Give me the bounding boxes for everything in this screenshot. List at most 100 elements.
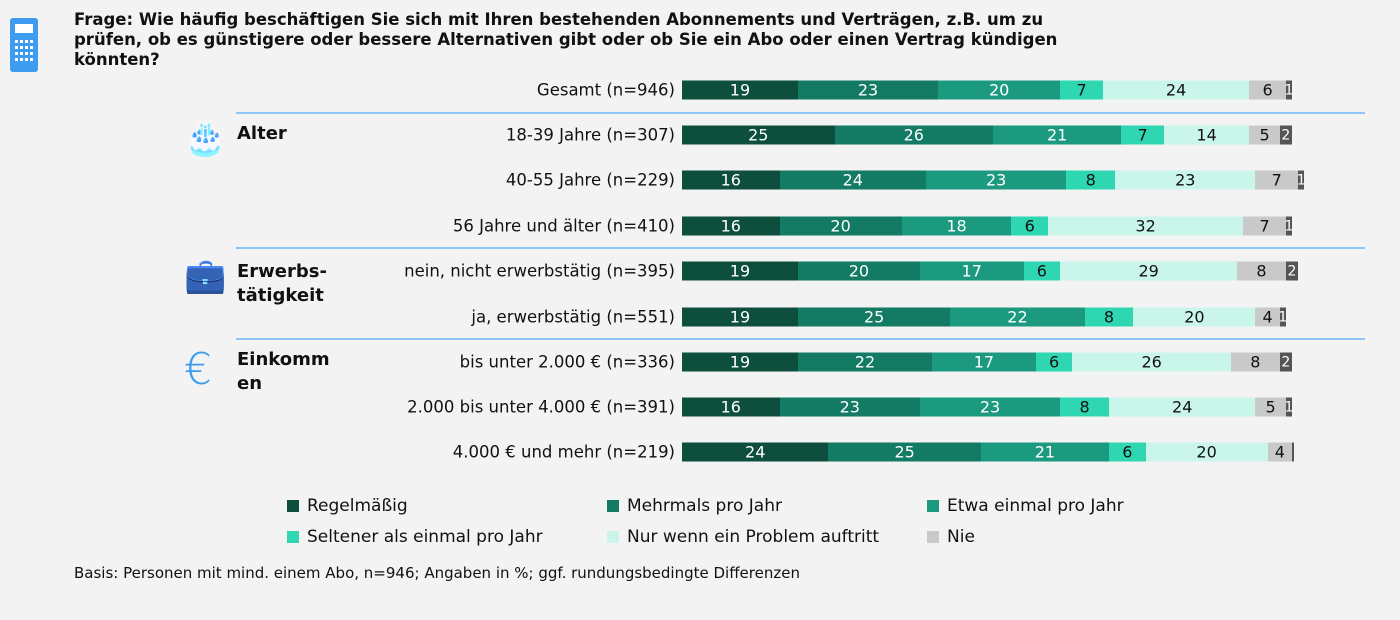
category-label: 2.000 bis unter 4.000 € (n=391): [407, 397, 675, 417]
group-divider: [236, 338, 1365, 340]
bar-segment: 21: [980, 442, 1109, 462]
bar-segment: 7: [1121, 125, 1164, 145]
bar-segment: 25: [797, 307, 951, 327]
legend-label: Seltener als einmal pro Jahr: [307, 527, 543, 547]
legend-swatch: [607, 500, 619, 512]
group-label: Alter: [237, 123, 287, 144]
category-label: Gesamt (n=946): [536, 80, 675, 100]
group-divider: [236, 247, 1365, 249]
bar-segment: 4: [1267, 442, 1292, 462]
bar-segment: 14: [1163, 125, 1250, 145]
bar-segment: 23: [926, 170, 1067, 190]
bar-segment: 26: [1072, 352, 1231, 372]
category-label: 4.000 € und mehr (n=219): [452, 442, 675, 462]
bar-segment: 8: [1084, 307, 1134, 327]
legend-item: Seltener als einmal pro Jahr: [287, 527, 543, 547]
bar-segment: 5: [1249, 125, 1280, 145]
bar-segment: 23: [797, 80, 939, 100]
bar-segment: 25: [682, 125, 835, 145]
bar-segment: 23: [1115, 170, 1256, 190]
bar-segment: 1: [1284, 397, 1294, 417]
legend-swatch: [607, 531, 619, 543]
bar-segment: 8: [1237, 261, 1286, 281]
bar-segment: 6: [1249, 80, 1286, 100]
bar-segment: 6: [1023, 261, 1061, 281]
bar-segment: 29: [1060, 261, 1238, 281]
bar-segment: 24: [1102, 80, 1250, 100]
bar-segment: 19: [682, 261, 798, 281]
group-label: Einkomm en: [237, 349, 330, 394]
bar-segment: 22: [950, 307, 1085, 327]
category-label: 18-39 Jahre (n=307): [505, 125, 675, 145]
bar-segment: 8: [1231, 352, 1280, 372]
bar-segment: 16: [682, 216, 780, 236]
legend-label: Regelmäßig: [307, 496, 408, 516]
bar-segment: 20: [779, 216, 902, 236]
bar-segment: 1: [1278, 307, 1288, 327]
bar-segment: 25: [828, 442, 981, 462]
legend-item: Nie: [927, 527, 975, 547]
bar-segment: 23: [919, 397, 1061, 417]
legend-item: Mehrmals pro Jahr: [607, 496, 782, 516]
bar-segment: 16: [682, 397, 780, 417]
bar-segment: 8: [1066, 170, 1116, 190]
bar-segment: 7: [1060, 80, 1103, 100]
legend-swatch: [287, 531, 299, 543]
legend-label: Nur wenn ein Problem auftritt: [627, 527, 880, 547]
footnote: Basis: Personen mit mind. einem Abo, n=9…: [74, 564, 800, 582]
category-label: 40-55 Jahre (n=229): [505, 170, 675, 190]
bar-segment: 26: [834, 125, 994, 145]
bar-segment: 5: [1255, 397, 1286, 417]
bar-segment: 20: [938, 80, 1061, 100]
bar-segment: 19: [682, 352, 798, 372]
legend-label: Mehrmals pro Jahr: [627, 496, 782, 516]
bar-segment: 20: [1145, 442, 1268, 462]
bar-segment: 7: [1255, 170, 1299, 190]
category-label: ja, erwerbstätig (n=551): [471, 307, 675, 327]
bar-segment: [1292, 442, 1294, 462]
question-title: Frage: Wie häufig beschäftigen Sie sich …: [74, 10, 1058, 69]
bar-segment: 19: [682, 307, 798, 327]
bar-segment: 22: [797, 352, 933, 372]
bar-segment: 2: [1285, 261, 1299, 281]
category-label: nein, nicht erwerbstätig (n=395): [404, 261, 675, 281]
bar-segment: 1: [1296, 170, 1306, 190]
bar-segment: 6: [1011, 216, 1048, 236]
bar-segment: 16: [682, 170, 780, 190]
birthday-cake-icon: 🎂: [184, 118, 227, 158]
bar-segment: 8: [1060, 397, 1109, 417]
legend-item: Nur wenn ein Problem auftritt: [607, 527, 879, 547]
bar-segment: 19: [682, 80, 798, 100]
legend-swatch: [927, 500, 939, 512]
bar-segment: 23: [779, 397, 920, 417]
briefcase-icon: 💼: [184, 256, 227, 296]
category-label: bis unter 2.000 € (n=336): [459, 352, 675, 372]
bar-segment: 1: [1284, 80, 1294, 100]
bar-segment: 17: [919, 261, 1024, 281]
bar-segment: 4: [1255, 307, 1280, 327]
bar-segment: 20: [797, 261, 920, 281]
euro-icon: €: [184, 344, 212, 395]
legend-swatch: [287, 500, 299, 512]
bar-segment: 6: [1109, 442, 1146, 462]
bar-segment: 2: [1279, 125, 1292, 145]
bar-segment: 32: [1048, 216, 1244, 236]
calculator-icon: [10, 18, 38, 72]
legend-label: Nie: [947, 527, 975, 547]
legend-label: Etwa einmal pro Jahr: [947, 496, 1124, 516]
bar-segment: 24: [682, 442, 829, 462]
bar-segment: 24: [1109, 397, 1256, 417]
legend-item: Etwa einmal pro Jahr: [927, 496, 1124, 516]
legend-item: Regelmäßig: [287, 496, 408, 516]
group-label: Erwerbs- tätigkeit: [237, 261, 327, 306]
bar-segment: 7: [1243, 216, 1286, 236]
bar-segment: 21: [993, 125, 1122, 145]
bar-segment: 20: [1133, 307, 1256, 327]
legend-swatch: [927, 531, 939, 543]
bar-segment: 18: [901, 216, 1012, 236]
bar-segment: 24: [779, 170, 926, 190]
bar-segment: 17: [932, 352, 1036, 372]
bar-segment: 2: [1279, 352, 1292, 372]
group-divider: [236, 112, 1365, 114]
category-label: 56 Jahre und älter (n=410): [452, 216, 675, 236]
